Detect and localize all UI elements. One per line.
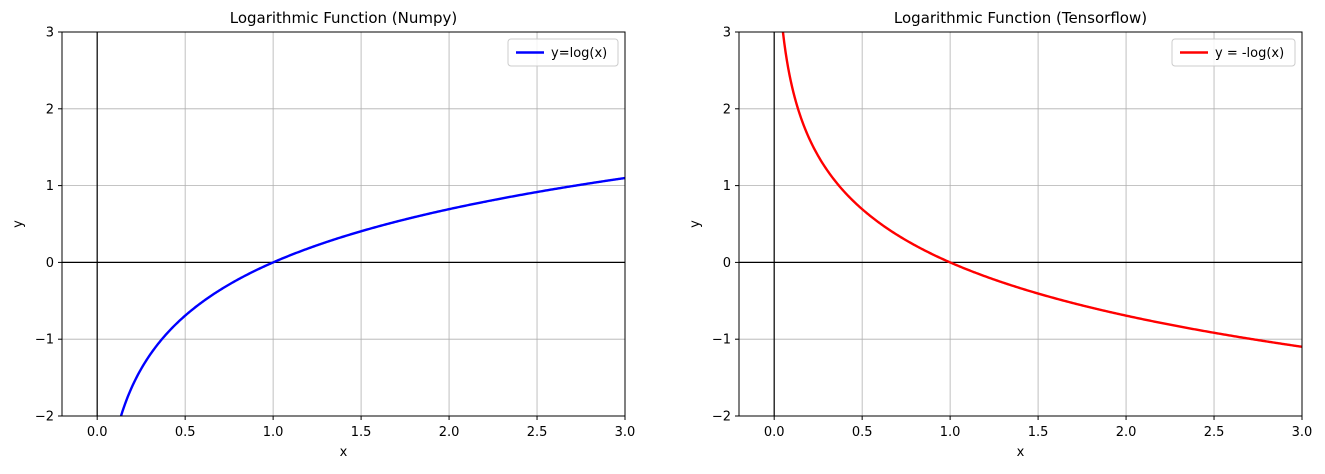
x-tick-label: 2.5 xyxy=(1204,425,1225,440)
x-tick-label: 1.0 xyxy=(940,425,961,440)
chart-panel-2: 0.0 0.5 1.0 1.5 2.0 2.5 3.0 −2 −1 0 1 2 3 Logarithmic… xyxy=(688,9,1312,460)
x-tick-label: 0.5 xyxy=(852,425,873,440)
y-tick-label: 0 xyxy=(723,256,731,271)
x-tick-label: 3.0 xyxy=(615,425,636,440)
y-tick-label: 0 xyxy=(46,256,54,271)
plot-frame xyxy=(738,31,1303,417)
legend-label: y = -log(x) xyxy=(1215,46,1284,61)
chart-panel-1: 0.0 0.5 1.0 1.5 2.0 2.5 3.0 −2 −1 0 1 2 3 Logarithmic… xyxy=(11,9,635,460)
x-tick-label: 2.5 xyxy=(527,425,548,440)
legend-label: y=log(x) xyxy=(551,46,607,61)
y-tick-label: −2 xyxy=(35,410,54,425)
y-tick-label: −2 xyxy=(712,410,731,425)
legend-box xyxy=(507,38,619,67)
series-line-1 xyxy=(119,176,625,416)
y-tick-label: 2 xyxy=(46,102,54,117)
y-tick-label: 3 xyxy=(46,26,54,41)
legend: y=log(x) xyxy=(507,38,619,67)
x-tick-label: 0.0 xyxy=(764,425,785,440)
x-tick-label: 0.5 xyxy=(175,425,196,440)
chart-title: Logarithmic Function (Tensorflow) xyxy=(894,9,1147,27)
y-tick-label: −1 xyxy=(712,333,731,348)
x-tick-label: 1.5 xyxy=(351,425,372,440)
series-line-1 xyxy=(781,32,1302,348)
x-tick-label: 1.5 xyxy=(1028,425,1049,440)
chart-title: Logarithmic Function (Numpy) xyxy=(230,9,458,27)
x-tick-label: 0.0 xyxy=(87,425,108,440)
legend-box xyxy=(1171,38,1296,67)
x-tick-label: 2.0 xyxy=(1116,425,1137,440)
y-tick-label: 1 xyxy=(723,179,731,194)
x-tick-label: 1.0 xyxy=(263,425,284,440)
x-tick-label: 3.0 xyxy=(1292,425,1313,440)
y-tick-label: 1 xyxy=(46,179,54,194)
y-axis-label: y xyxy=(688,220,703,228)
y-tick-label: 2 xyxy=(723,102,731,117)
y-tick-label: −1 xyxy=(35,333,54,348)
x-axis-label: x xyxy=(1017,445,1025,460)
x-axis-label: x xyxy=(340,445,348,460)
y-axis-label: y xyxy=(11,220,26,228)
legend: y = -log(x) xyxy=(1171,38,1296,67)
x-tick-label: 2.0 xyxy=(439,425,460,440)
plot-frame xyxy=(61,31,626,417)
y-tick-label: 3 xyxy=(723,26,731,41)
